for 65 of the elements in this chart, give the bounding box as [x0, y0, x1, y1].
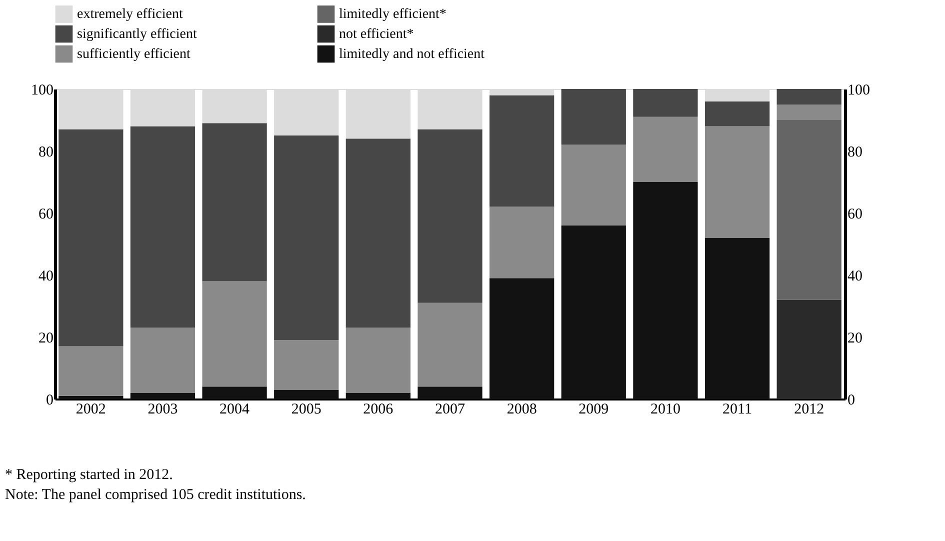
bar — [490, 95, 554, 207]
bar — [776, 300, 842, 399]
bar — [561, 89, 626, 145]
bar — [418, 302, 482, 387]
bar — [776, 104, 842, 120]
bar — [776, 120, 842, 300]
legend-label: significantly efficient — [77, 27, 197, 42]
bar — [704, 101, 770, 126]
bar — [418, 129, 482, 303]
bar — [490, 206, 554, 278]
y2-tick-label: 40 — [848, 268, 862, 284]
legend-label: limitedly and not efficient — [339, 47, 485, 62]
bar — [274, 390, 339, 399]
bar — [704, 238, 770, 399]
y2-tick-label: 0 — [848, 392, 855, 408]
legend-label: sufficiently efficient — [77, 47, 190, 62]
bar — [130, 126, 196, 328]
y-tick-label: 40 — [38, 268, 54, 284]
y2-tick-label: 80 — [848, 144, 862, 160]
x-tick-label: 2007 — [435, 402, 466, 418]
x-tick-label: 2004 — [220, 402, 250, 418]
x-tick-label: 2005 — [291, 402, 322, 418]
legend-label: not efficient* — [339, 27, 414, 42]
bar — [561, 225, 626, 399]
bar — [346, 328, 410, 393]
bar — [58, 129, 124, 346]
bar — [346, 392, 410, 399]
bar — [202, 386, 267, 399]
x-tick-label: 2006 — [363, 402, 394, 418]
y-tick-label: 100 — [31, 82, 54, 98]
x-tick-label: 2009 — [578, 402, 609, 418]
bar — [58, 396, 124, 399]
x-tick-label: 2010 — [650, 402, 680, 418]
bar — [418, 386, 482, 399]
bar — [490, 278, 554, 399]
bar — [130, 328, 196, 393]
bar — [274, 340, 339, 390]
legend-label: extremely efficient — [77, 7, 183, 22]
bar — [776, 89, 842, 104]
bar — [633, 116, 698, 182]
y-tick-label: 0 — [46, 392, 54, 408]
bar — [704, 126, 770, 238]
x-tick-label: 2003 — [148, 402, 178, 418]
y2-tick-label: 100 — [848, 82, 870, 98]
text: * Reporting started in 2012. — [5, 467, 173, 483]
bar — [202, 281, 267, 387]
y-tick-label: 20 — [38, 330, 54, 346]
y2-tick-label: 20 — [848, 330, 862, 346]
x-tick-label: 2008 — [506, 402, 537, 418]
bar — [561, 144, 626, 226]
y-tick-label: 60 — [38, 206, 54, 222]
x-tick-label: 2012 — [794, 402, 824, 418]
x-tick-label: 2011 — [722, 402, 752, 418]
bar — [633, 89, 698, 117]
bar — [58, 346, 124, 396]
bar — [202, 123, 267, 282]
bar — [633, 182, 698, 399]
bar — [346, 138, 410, 328]
y-tick-label: 80 — [38, 144, 54, 160]
y2-tick-label: 60 — [848, 206, 862, 222]
bar — [130, 392, 196, 399]
bar — [274, 136, 339, 340]
legend-label: limitedly efficient* — [339, 7, 446, 22]
x-tick-label: 2002 — [76, 402, 106, 418]
text: Note: The panel comprised 105 credit institutions. — [5, 487, 306, 503]
